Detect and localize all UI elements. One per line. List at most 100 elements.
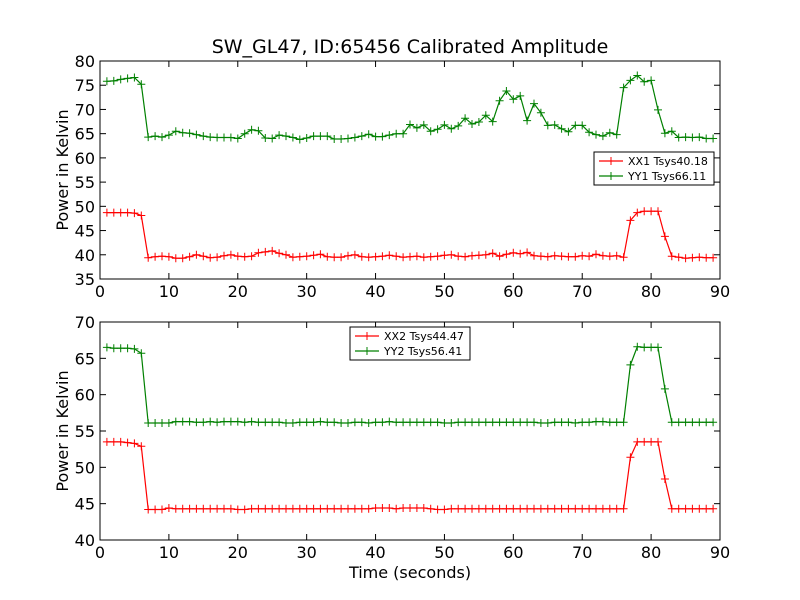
data-point xyxy=(564,252,573,261)
data-point xyxy=(123,208,132,217)
data-point xyxy=(226,504,235,513)
data-point xyxy=(350,250,359,259)
data-point xyxy=(385,417,394,426)
data-point xyxy=(592,250,600,259)
data-point xyxy=(695,133,704,142)
data-point xyxy=(516,249,525,258)
data-point xyxy=(378,504,387,512)
data-point xyxy=(585,504,594,513)
y-axis-label: Power in Kelvin xyxy=(53,370,72,491)
x-tick-label: 70 xyxy=(572,282,592,301)
y-tick-label: 40 xyxy=(75,531,95,550)
data-point xyxy=(461,252,470,261)
data-point xyxy=(344,419,352,427)
data-point xyxy=(302,252,311,261)
data-point xyxy=(440,120,449,129)
data-point xyxy=(598,251,607,260)
data-point xyxy=(233,505,242,514)
data-point xyxy=(130,209,139,218)
data-point xyxy=(109,208,118,217)
data-point xyxy=(399,418,408,427)
series-1-2 xyxy=(102,71,718,144)
data-point xyxy=(654,105,662,114)
data-point xyxy=(357,252,366,261)
data-point xyxy=(206,417,215,426)
data-point xyxy=(220,417,228,426)
y-tick-label: 60 xyxy=(75,386,95,405)
data-point xyxy=(213,504,222,513)
subplot-1: 0 10 20 30 40 50 60 70 80 90 35 40 45 50 55 60 65 70 75 80 P… xyxy=(53,52,730,301)
data-point xyxy=(619,418,628,427)
legend-entry: XX2 Tsys44.47 xyxy=(384,330,464,343)
data-point xyxy=(647,207,656,216)
data-point xyxy=(468,120,476,128)
legend-entry: XX1 Tsys40.18 xyxy=(628,155,708,168)
data-point xyxy=(178,254,187,263)
data-point xyxy=(316,417,325,426)
y-tick-label: 75 xyxy=(75,76,95,95)
data-point xyxy=(164,504,173,512)
data-point xyxy=(261,418,270,427)
data-point xyxy=(399,504,408,512)
y-tick-label: 70 xyxy=(75,313,95,332)
data-point xyxy=(557,124,566,133)
data-point xyxy=(199,504,208,513)
data-point xyxy=(323,132,332,141)
data-point xyxy=(220,251,228,260)
data-point xyxy=(495,96,504,105)
data-point xyxy=(199,252,208,261)
y-tick-label: 55 xyxy=(75,422,95,441)
data-point xyxy=(130,439,139,448)
data-point xyxy=(178,504,187,513)
data-point xyxy=(612,130,621,139)
data-point xyxy=(674,504,683,513)
data-point xyxy=(385,131,394,140)
data-point xyxy=(495,504,504,513)
data-point xyxy=(192,504,201,513)
data-point xyxy=(350,504,359,513)
data-point xyxy=(426,504,435,513)
data-point xyxy=(192,130,201,139)
data-point xyxy=(309,504,318,513)
data-point xyxy=(495,252,504,261)
data-point xyxy=(709,504,718,513)
data-point xyxy=(626,216,635,225)
data-point xyxy=(337,419,346,427)
data-point xyxy=(171,254,180,263)
data-point xyxy=(213,253,222,262)
data-point xyxy=(523,248,532,257)
data-point xyxy=(695,418,704,427)
data-point xyxy=(330,253,339,262)
data-point xyxy=(536,252,545,261)
data-point xyxy=(474,418,483,427)
data-point xyxy=(412,504,421,512)
data-point xyxy=(158,505,166,514)
data-point xyxy=(419,504,428,512)
data-point xyxy=(295,135,304,144)
data-point xyxy=(419,418,428,427)
data-point xyxy=(605,252,614,261)
data-point xyxy=(406,120,414,129)
data-point xyxy=(571,504,580,513)
data-point xyxy=(275,131,284,140)
data-point xyxy=(164,252,173,261)
data-point xyxy=(344,251,352,260)
data-point xyxy=(702,134,711,143)
data-point xyxy=(158,419,166,427)
data-point xyxy=(137,442,146,451)
data-point xyxy=(585,252,594,261)
data-point xyxy=(654,207,662,216)
data-point xyxy=(509,504,518,513)
data-point xyxy=(144,133,153,142)
data-point xyxy=(254,248,263,257)
data-point xyxy=(474,251,483,260)
data-point xyxy=(654,437,662,446)
data-point xyxy=(288,253,297,262)
data-point xyxy=(316,132,325,141)
data-point xyxy=(337,253,346,262)
data-point xyxy=(681,504,690,513)
legend-marker xyxy=(607,172,615,180)
data-point xyxy=(371,252,380,261)
data-point xyxy=(578,418,587,427)
y-tick-label: 65 xyxy=(75,125,95,144)
